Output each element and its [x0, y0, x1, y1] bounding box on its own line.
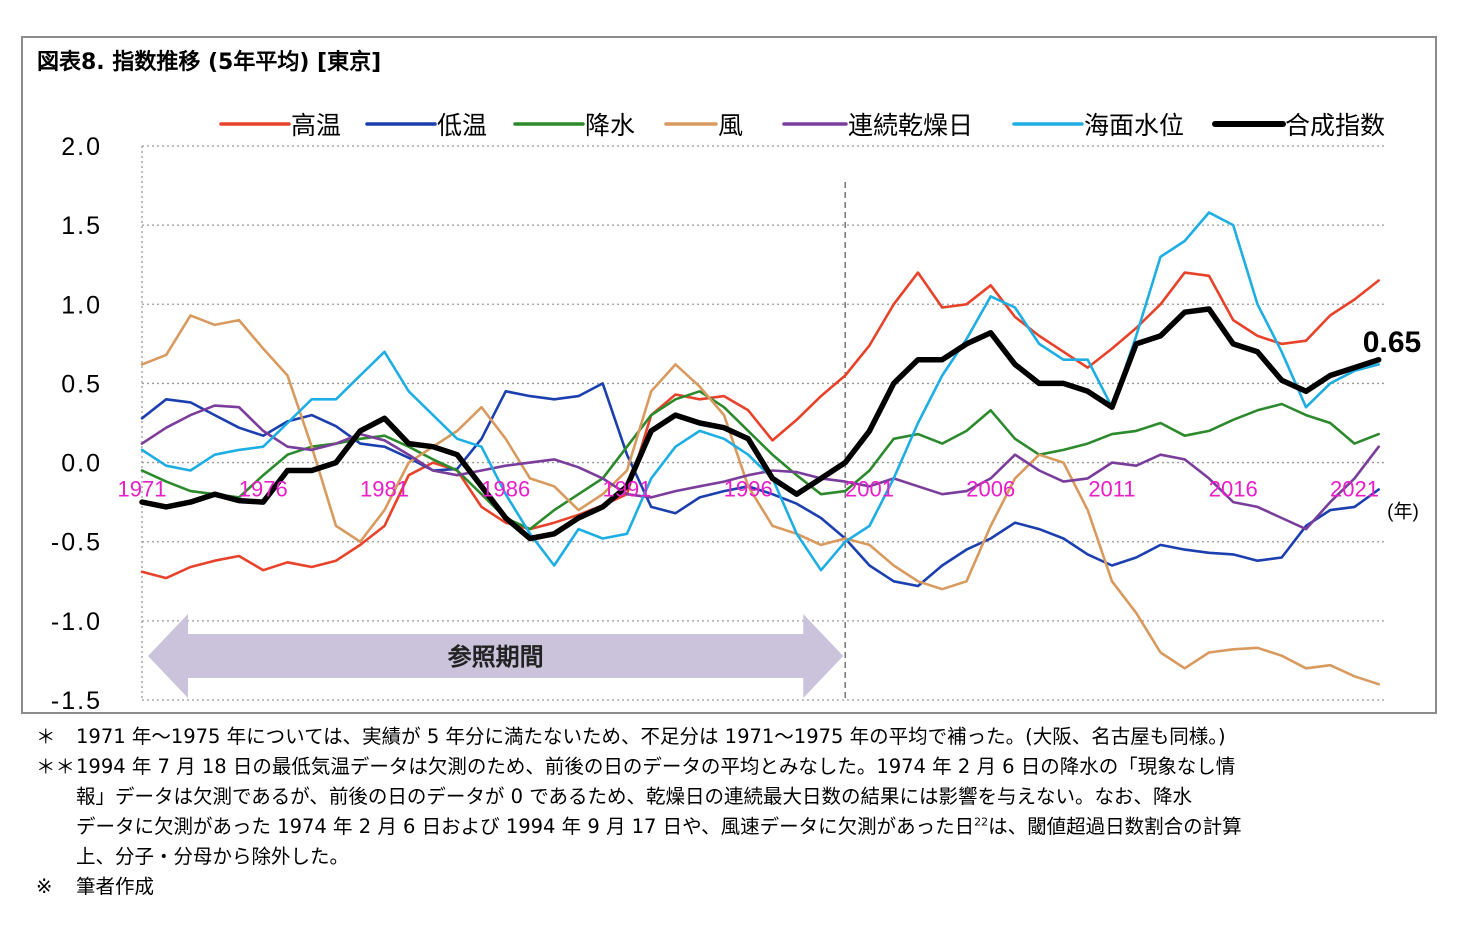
x-axis-label: (年)	[1387, 501, 1419, 523]
note-text: 1971 年～1975 年については、実績が 5 年分に満たないため、不足分は …	[76, 725, 1226, 748]
footnotes: ＊ 1971 年～1975 年については、実績が 5 年分に満たないため、不足分…	[36, 722, 1436, 902]
reference-period-label: 参照期間	[448, 643, 544, 671]
line-chart: 参照期間 1971 1976 1981 1986 1991 1996 2001 2006 201…	[51, 112, 1421, 715]
note-text-line: 上、分子・分母から除外した。	[76, 845, 350, 868]
x-tick-label: 1976	[239, 477, 288, 502]
series-line-3	[140, 390, 1380, 531]
y-tick-label: -0.5	[51, 529, 102, 557]
note-2: ＊＊ 1994 年 7 月 18 日の最低気温データは欠測のため、前後の日のデー…	[36, 752, 1436, 872]
legend-label: 連続乾燥日	[848, 112, 973, 140]
x-tick-label: 2006	[966, 477, 1015, 502]
x-tick-label: 1981	[360, 477, 409, 502]
series-line-6	[140, 211, 1380, 572]
note-1: ＊ 1971 年～1975 年については、実績が 5 年分に満たないため、不足分…	[36, 722, 1436, 752]
note-3: ※ 筆者作成	[36, 872, 1436, 902]
y-tick-label: -1.5	[51, 687, 102, 715]
x-tick-label: 1971	[118, 477, 167, 502]
legend-label: 高温	[291, 112, 341, 140]
legend-label: 降水	[585, 112, 635, 140]
x-tick-label: 1986	[481, 477, 530, 502]
series-line-2	[140, 382, 1380, 588]
y-tick-label: 0.5	[61, 370, 102, 398]
note-text-line: 報」データは欠測であるが、前後の日のデータが 0 であるため、乾燥日の連続最大日…	[76, 785, 1193, 808]
series-line-4	[140, 314, 1380, 686]
note-mark: ＊	[36, 725, 56, 748]
y-tick-label: -1.0	[51, 608, 102, 636]
y-tick-label: 1.5	[61, 212, 102, 240]
y-tick-label: 2.0	[61, 133, 102, 161]
y-tick-label: 1.0	[61, 291, 102, 319]
note-text-line: データに欠測があった 1974 年 2 月 6 日および 1994 年 9 月 …	[76, 815, 1242, 838]
x-tick-label: 1996	[724, 477, 773, 502]
x-tick-label: 1991	[603, 477, 652, 502]
x-tick-label: 2021	[1330, 477, 1379, 502]
legend-label: 低温	[437, 112, 487, 140]
x-tick-label: 2011	[1088, 477, 1135, 502]
note-text-line: 1994 年 7 月 18 日の最低気温データは欠測のため、前後の日のデータの平…	[76, 755, 1236, 778]
x-tick-label: 2001	[845, 477, 894, 502]
footnote-ref: 22	[974, 815, 989, 829]
end-value-label: 0.65	[1363, 326, 1421, 359]
note-mark: ＊＊	[36, 755, 76, 778]
legend-label: 合成指数	[1285, 112, 1385, 140]
series-line-5	[140, 404, 1380, 531]
note-mark: ※	[36, 875, 53, 898]
series-line-7	[139, 306, 1382, 542]
legend-label: 海面水位	[1084, 112, 1184, 140]
reference-period-arrow	[148, 614, 844, 698]
x-tick-label: 2016	[1209, 477, 1258, 502]
chart-frame	[21, 36, 1437, 714]
legend-label: 風	[718, 112, 743, 140]
y-tick-label: 0.0	[61, 450, 102, 478]
note-text: 筆者作成	[76, 875, 155, 898]
figure-title: 図表8. 指数推移 (5年平均) [東京]	[37, 50, 382, 75]
series-line-1	[140, 271, 1380, 580]
